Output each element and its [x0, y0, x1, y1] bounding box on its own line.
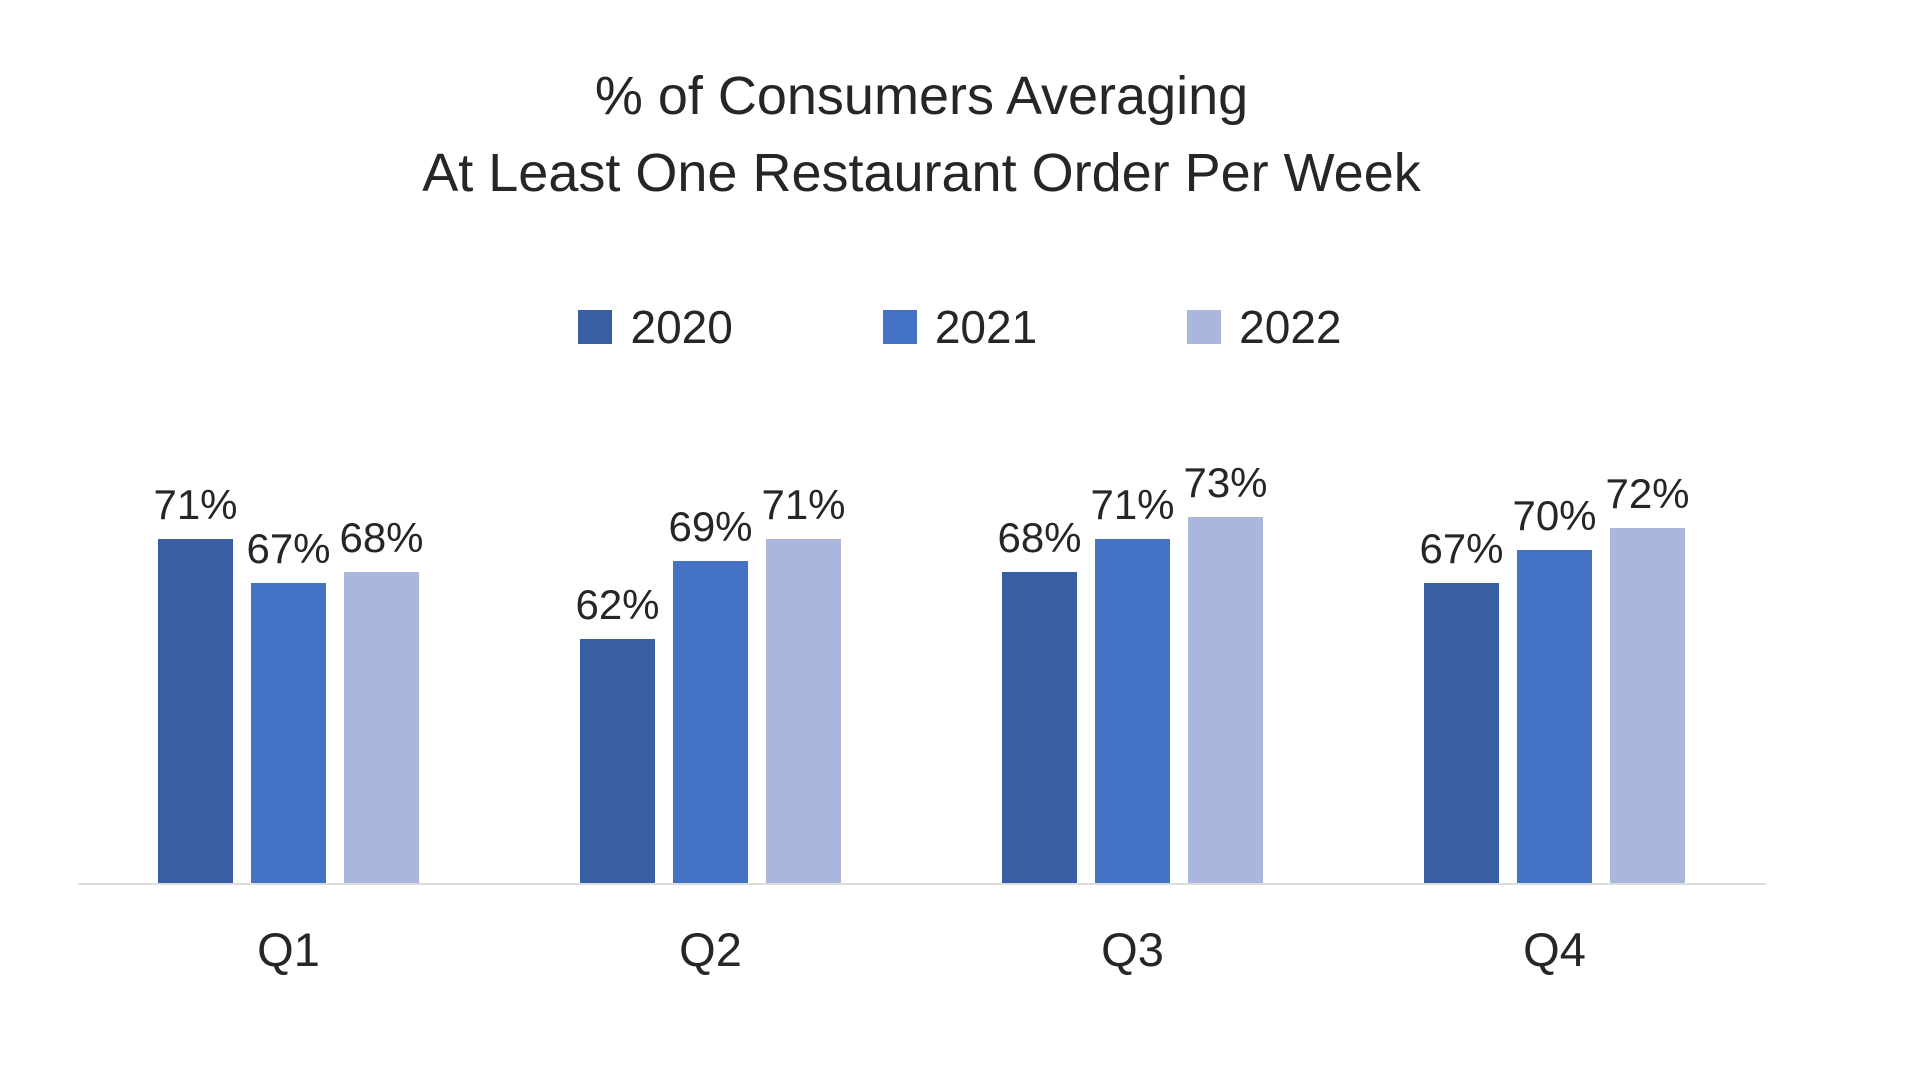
- bar-q2-2020: [580, 639, 655, 883]
- data-label: 71%: [153, 481, 238, 528]
- bar-wrap-q3-2022: 73%: [1183, 459, 1268, 883]
- bar-wrap-q2-2022: 71%: [761, 481, 846, 883]
- legend-label: 2021: [934, 301, 1038, 353]
- data-label: 72%: [1605, 470, 1690, 517]
- bar-q3-2022: [1188, 517, 1263, 883]
- data-label: 70%: [1512, 492, 1597, 539]
- chart-title-line2: At Least One Restaurant Order Per Week: [422, 143, 1421, 203]
- bar-group-q3: 68% 71% 73%: [997, 459, 1268, 883]
- legend: 2020 2021 2022: [0, 300, 1920, 354]
- data-label: 71%: [1090, 481, 1175, 528]
- bar-q4-2021: [1517, 550, 1592, 883]
- data-label: 67%: [1419, 525, 1504, 572]
- data-label: 69%: [668, 503, 753, 550]
- bar-wrap-q3-2021: 71%: [1090, 481, 1175, 883]
- bar-q1-2020: [158, 539, 233, 883]
- chart-title-line1: % of Consumers Averaging: [594, 66, 1249, 126]
- legend-label: 2020: [630, 301, 733, 353]
- bar-wrap-q4-2020: 67%: [1419, 525, 1504, 883]
- legend-item-2022: 2022: [1187, 300, 1342, 354]
- chart-title: % of Consumers Averaging At Least One Re…: [78, 58, 1765, 212]
- bar-q4-2020: [1424, 583, 1499, 883]
- bar-q3-2021: [1095, 539, 1170, 883]
- data-label: 62%: [575, 581, 660, 628]
- bar-wrap-q4-2022: 72%: [1605, 470, 1690, 883]
- bar-wrap-q1-2020: 71%: [153, 481, 238, 883]
- legend-swatch-icon: [1187, 310, 1222, 344]
- legend-swatch-icon: [882, 310, 917, 344]
- bar-wrap-q1-2022: 68%: [339, 514, 424, 883]
- bar-q1-2022: [344, 572, 419, 883]
- data-label: 67%: [246, 525, 331, 572]
- legend-item-2020: 2020: [578, 300, 733, 354]
- bar-wrap-q3-2020: 68%: [997, 514, 1082, 883]
- bar-group-q4: 67% 70% 72%: [1419, 470, 1690, 883]
- x-axis-label-q3: Q3: [1101, 923, 1164, 976]
- data-label: 73%: [1183, 459, 1268, 506]
- x-axis-label-q4: Q4: [1523, 923, 1586, 976]
- data-label: 68%: [339, 514, 424, 561]
- bar-wrap-q2-2020: 62%: [575, 581, 660, 883]
- bar-q2-2022: [766, 539, 841, 883]
- bar-wrap-q1-2021: 67%: [246, 525, 331, 883]
- x-axis-line: [78, 883, 1766, 885]
- bar-group-q1: 71% 67% 68%: [153, 481, 424, 883]
- legend-item-2021: 2021: [882, 300, 1038, 354]
- bar-q3-2020: [1002, 572, 1077, 883]
- x-axis-label-q1: Q1: [257, 923, 320, 976]
- legend-swatch-icon: [578, 310, 613, 344]
- plot-area: 71% 67% 68% 62% 69% 71% 68% 71% 73% 67% 70% 72%: [153, 459, 1690, 883]
- bar-q1-2021: [251, 583, 326, 883]
- bar-wrap-q4-2021: 70%: [1512, 492, 1597, 883]
- x-axis-labels: Q1 Q2 Q3 Q4: [158, 922, 1685, 977]
- legend-label: 2022: [1239, 301, 1342, 353]
- bar-q4-2022: [1610, 528, 1685, 883]
- bar-wrap-q2-2021: 69%: [668, 503, 753, 883]
- data-label: 71%: [761, 481, 846, 528]
- data-label: 68%: [997, 514, 1082, 561]
- bar-group-q2: 62% 69% 71%: [575, 481, 846, 883]
- bar-q2-2021: [673, 561, 748, 883]
- x-axis-label-q2: Q2: [679, 923, 742, 976]
